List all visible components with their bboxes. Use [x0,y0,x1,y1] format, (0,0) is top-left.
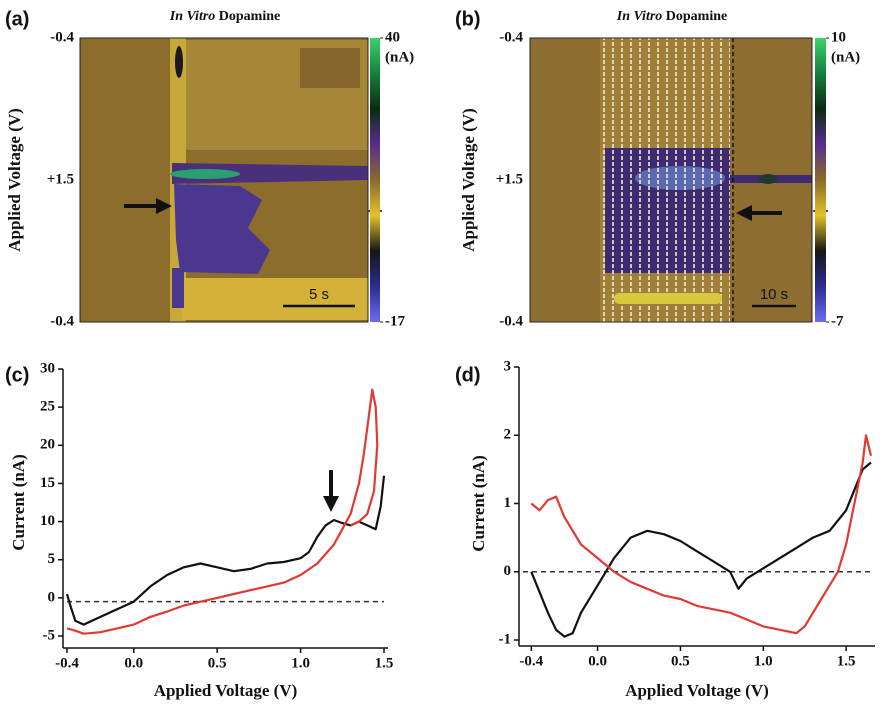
heatmap-b-image [530,38,812,322]
x-tick-label: 0.5 [208,655,227,671]
y-axis-label: Applied Voltage (V) [5,108,24,252]
heatmap-frame [79,37,369,323]
y-tick-label: 2 [504,427,512,443]
y-tick-label: 30 [40,360,55,376]
title-text: Dopamine [666,9,727,24]
y-tick-label: 10 [40,513,55,529]
y-tick-label: -5 [43,627,56,643]
y-tick-label: 15 [40,475,55,491]
x-axis-label: Applied Voltage (V) [625,681,769,700]
x-tick-label: 1.0 [754,653,773,669]
y-axis-label: Current (nA) [469,455,488,551]
heatmap-frame [529,37,813,323]
chart-title: In Vitro Dopamine [616,9,727,24]
y-tick-label: -0.4 [50,313,74,329]
y-tick-label: +1.5 [496,171,523,187]
panel-label: (b) [455,8,481,30]
panel-label: (a) [5,8,29,30]
y-tick-label: 3 [504,358,512,374]
y-axis-label: Current (nA) [9,454,28,550]
y-tick-label: 0 [48,589,56,605]
x-tick-label: 0.5 [671,653,690,669]
x-tick-label: 0.0 [588,653,607,669]
heatmap-a-image [80,38,368,322]
y-tick-label: -0.4 [50,29,74,45]
series-line [530,461,872,638]
y-axis-label: Applied Voltage (V) [459,108,478,252]
scale-bar-label: 10 s [760,286,788,303]
y-tick-label: -0.4 [499,313,523,329]
y-tick-label: 0 [504,563,512,579]
x-tick-label: 1.5 [375,655,394,671]
colorbar [815,38,826,322]
colorbar-tick-label: 10 [831,29,846,45]
y-tick-label: +1.5 [47,171,74,187]
x-tick-label: -0.4 [55,655,79,671]
title-text: Dopamine [219,9,280,24]
y-tick-label: 25 [40,399,55,415]
chart-title: In Vitro Dopamine [169,9,280,24]
colorbar-label: (nA) [831,49,860,65]
scale-bar-label: 5 s [309,286,329,303]
colorbar [370,38,380,322]
title-italic: In Vitro [169,9,216,24]
series-line [66,388,379,635]
colorbar-tick-label: -17 [385,313,405,329]
series-line [530,434,873,635]
x-tick-label: -0.4 [519,653,543,669]
x-tick-label: 1.0 [291,655,310,671]
title-italic: In Vitro [616,9,663,24]
panel-label: (d) [455,364,481,386]
y-tick-label: 20 [40,437,55,453]
y-tick-label: -0.4 [499,29,523,45]
y-tick-label: -1 [499,631,512,647]
colorbar-tick-label: -7 [831,313,844,329]
y-tick-label: 1 [504,495,512,511]
y-tick-label: 5 [48,551,56,567]
panel-label: (c) [5,364,29,386]
x-axis-label: Applied Voltage (V) [154,681,298,700]
colorbar-tick-label: 40 [385,29,400,45]
colorbar-label: (nA) [385,49,414,65]
x-tick-label: 1.5 [837,653,856,669]
x-tick-label: 0.0 [124,655,143,671]
